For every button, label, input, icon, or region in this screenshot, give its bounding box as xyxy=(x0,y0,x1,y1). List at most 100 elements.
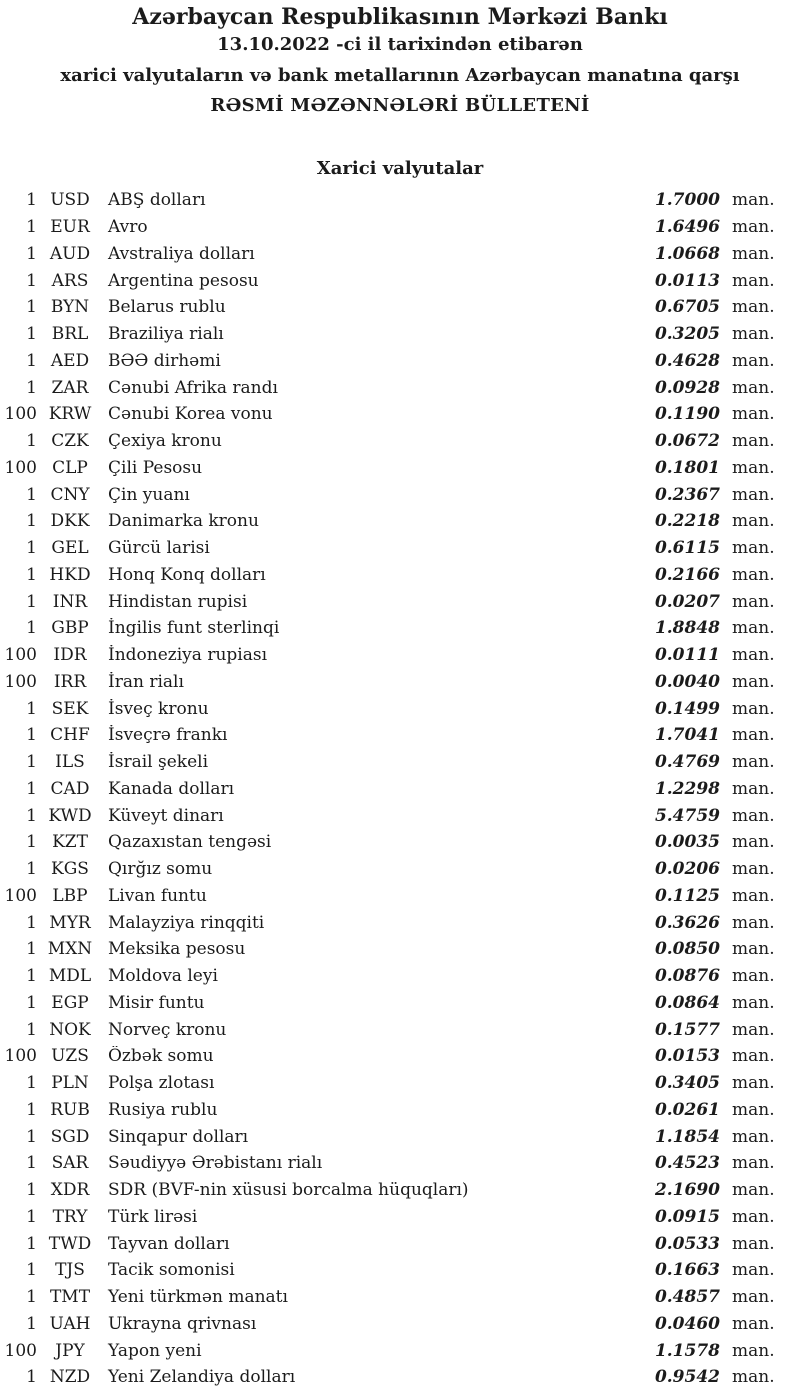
rate-row: 1 KZT Qazaxıstan tengəsi 0.0035 man. xyxy=(0,829,774,856)
currency-name-cell: Türk lirəsi xyxy=(108,1206,198,1227)
quantity-cell: 1 xyxy=(26,324,37,345)
currency-name-cell: Hindistan rupisi xyxy=(108,591,248,612)
unit-cell: man. xyxy=(732,404,775,425)
currency-code-cell: MXN xyxy=(47,939,93,960)
unit-cell: man. xyxy=(732,1126,775,1147)
quantity-cell: 1 xyxy=(26,217,37,238)
currency-name-cell: Yeni türkmən manatı xyxy=(108,1287,288,1308)
rate-row: 1 ZAR Cənubi Afrika randı 0.0928 man. xyxy=(0,374,774,401)
currency-code-cell: TMT xyxy=(49,1287,91,1308)
currency-code-cell: NZD xyxy=(49,1367,91,1388)
effective-date-line: 13.10.2022 -ci il tarixindən etibarən xyxy=(217,34,583,55)
currency-name-cell: Sinqapur dolları xyxy=(108,1126,249,1147)
bulletin-title: RƏSMİ MƏZƏNNƏLƏRİ BÜLLETENİ xyxy=(210,95,590,116)
currency-name-cell: Meksika pesosu xyxy=(108,939,246,960)
rate-row: 1 TJS Tacik somonisi 0.1663 man. xyxy=(0,1257,775,1284)
unit-cell: man. xyxy=(732,698,775,719)
quantity-cell: 1 xyxy=(26,992,37,1013)
quantity-cell: 1 xyxy=(26,1180,37,1201)
quantity-cell: 1 xyxy=(26,431,37,452)
rate-value-cell: 5.4759 xyxy=(654,805,720,826)
currency-code-cell: MYR xyxy=(49,912,91,933)
unit-cell: man. xyxy=(732,350,775,371)
rate-row: 1 PLN Polşa zlotası 0.3405 man. xyxy=(0,1070,774,1097)
quantity-cell: 1 xyxy=(26,805,37,826)
currency-name-cell: İsrail şekeli xyxy=(108,752,208,773)
currency-code-cell: USD xyxy=(50,190,90,211)
currency-name-cell: Livan funtu xyxy=(108,885,207,906)
rate-value-cell: 0.9542 xyxy=(654,1367,720,1388)
currency-code-cell: TRY xyxy=(52,1206,88,1227)
currency-name-cell: Çin yuanı xyxy=(108,484,190,505)
quantity-cell: 1 xyxy=(26,511,37,532)
unit-cell: man. xyxy=(732,966,775,987)
quantity-cell: 1 xyxy=(26,1367,37,1388)
currency-code-cell: CNY xyxy=(50,484,90,505)
unit-cell: man. xyxy=(732,1180,775,1201)
quantity-cell: 1 xyxy=(26,939,37,960)
currency-code-cell: EUR xyxy=(50,217,90,238)
currency-name-cell: Cənubi Afrika randı xyxy=(108,377,278,398)
rate-value-cell: 0.2367 xyxy=(654,484,720,505)
quantity-cell: 1 xyxy=(26,484,37,505)
currency-name-cell: Qazaxıstan tengəsi xyxy=(108,832,272,853)
unit-cell: man. xyxy=(732,1260,775,1281)
rate-row: 1 AED BƏƏ dirhəmi 0.4628 man. xyxy=(0,348,775,375)
quantity-cell: 1 xyxy=(26,1019,37,1040)
currency-name-cell: SDR (BVF-nin xüsusi borcalma hüquqları) xyxy=(108,1180,469,1201)
quantity-cell: 100 xyxy=(4,404,37,425)
unit-cell: man. xyxy=(732,1367,775,1388)
rate-row: 1 GBP İngilis funt sterlinqi 1.8848 man. xyxy=(0,615,774,642)
currency-name-cell: Gürcü larisi xyxy=(108,538,210,559)
currency-code-cell: HKD xyxy=(49,564,91,585)
rate-value-cell: 0.1499 xyxy=(654,698,720,719)
currency-code-cell: KZT xyxy=(52,832,88,853)
rate-row: 1 DKK Danimarka kronu 0.2218 man. xyxy=(0,508,774,535)
rate-row: 1 RUB Rusiya rublu 0.0261 man. xyxy=(0,1097,774,1124)
currency-name-cell: BƏƏ dirhəmi xyxy=(108,350,221,371)
currency-name-cell: ABŞ dolları xyxy=(108,190,206,211)
unit-cell: man. xyxy=(732,457,775,478)
currency-name-cell: Çili Pesosu xyxy=(108,457,203,478)
currency-code-cell: BYN xyxy=(50,297,90,318)
rate-value-cell: 0.1663 xyxy=(654,1260,720,1281)
currency-name-cell: Səudiyyə Ərəbistanı rialı xyxy=(108,1153,323,1174)
unit-cell: man. xyxy=(732,752,775,773)
rate-row: 1 TRY Türk lirəsi 0.0915 man. xyxy=(0,1204,774,1231)
quantity-cell: 1 xyxy=(26,859,37,880)
rate-row: 100 JPY Yapon yeni 1.1578 man. xyxy=(0,1337,775,1364)
rate-row: 1 TWD Tayvan dolları 0.0533 man. xyxy=(0,1230,774,1257)
unit-cell: man. xyxy=(732,859,775,880)
currency-code-cell: EGP xyxy=(51,992,89,1013)
unit-cell: man. xyxy=(732,564,775,585)
currency-code-cell: GBP xyxy=(51,618,89,639)
unit-cell: man. xyxy=(732,190,775,211)
quantity-cell: 1 xyxy=(26,1126,37,1147)
currency-name-cell: Argentina pesosu xyxy=(108,270,259,291)
rate-row: 100 LBP Livan funtu 0.1125 man. xyxy=(0,883,775,910)
unit-cell: man. xyxy=(732,1340,775,1361)
rate-row: 100 CLP Çili Pesosu 0.1801 man. xyxy=(0,455,775,482)
quantity-cell: 100 xyxy=(4,457,37,478)
quantity-cell: 100 xyxy=(4,885,37,906)
rate-value-cell: 0.4628 xyxy=(654,350,720,371)
quantity-cell: 1 xyxy=(26,1287,37,1308)
unit-cell: man. xyxy=(732,912,775,933)
unit-cell: man. xyxy=(732,1153,775,1174)
currency-name-cell: Tacik somonisi xyxy=(108,1260,235,1281)
unit-cell: man. xyxy=(732,805,775,826)
currency-code-cell: ARS xyxy=(51,270,89,291)
rate-value-cell: 0.0864 xyxy=(654,992,720,1013)
currency-code-cell: CLP xyxy=(52,457,88,478)
rate-row: 1 MXN Meksika pesosu 0.0850 man. xyxy=(0,936,774,963)
currency-code-cell: RUB xyxy=(50,1099,90,1120)
rate-value-cell: 0.0460 xyxy=(654,1313,720,1334)
currency-name-cell: Belarus rublu xyxy=(108,297,226,318)
rate-row: 1 EGP Misir funtu 0.0864 man. xyxy=(0,990,774,1017)
currency-code-cell: INR xyxy=(52,591,88,612)
currency-name-cell: Norveç kronu xyxy=(108,1019,227,1040)
rate-value-cell: 0.4523 xyxy=(654,1153,720,1174)
quantity-cell: 1 xyxy=(26,377,37,398)
rate-value-cell: 1.1854 xyxy=(654,1126,720,1147)
rate-row: 1 XDR SDR (BVF-nin xüsusi borcalma hüquq… xyxy=(0,1177,775,1204)
